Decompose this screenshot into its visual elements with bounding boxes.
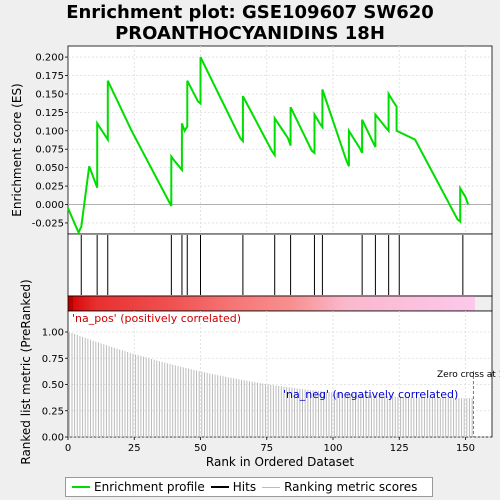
enrichment-profile-line <box>67 56 470 235</box>
es-y-axis-label: Enrichment score (ES) <box>10 83 24 216</box>
negative-correlation-label: 'na_neg' (negatively correlated) <box>283 388 458 401</box>
ranking-y-axis: 0.00 0.25 0.50 0.75 1.00 <box>42 328 68 444</box>
ranking-y-tick-label: 1.00 <box>42 328 64 339</box>
ranking-metric-bars <box>68 332 473 437</box>
es-y-tick-label: 0.050 <box>35 163 64 174</box>
x-tick-label: 25 <box>128 443 141 454</box>
ranking-y-tick-label: 0.25 <box>42 406 64 417</box>
es-y-tick-label: 0.000 <box>35 200 64 211</box>
zero-cross-label: Zero cross at 153 <box>437 370 500 380</box>
es-y-tick-label: 0.100 <box>35 126 64 137</box>
hits-panel <box>67 233 493 297</box>
title-line-2: PROANTHOCYANIDINS 18H <box>115 23 385 44</box>
x-tick-label: 125 <box>390 443 409 454</box>
ranking-y-tick-label: 0.50 <box>42 380 64 391</box>
legend-hits-label: Hits <box>232 480 257 494</box>
legend-ranking-label: Ranking metric scores <box>284 480 418 494</box>
es-y-tick-label: -0.025 <box>32 218 64 229</box>
x-tick-label: 0 <box>65 443 71 454</box>
legend-profile-label: Enrichment profile <box>94 480 205 494</box>
chart-title: Enrichment plot: GSE109607 SW620 PROANTH… <box>0 2 500 44</box>
legend-profile-swatch <box>72 486 90 488</box>
x-axis-label: Rank in Ordered Dataset <box>206 455 354 469</box>
title-line-1: Enrichment plot: GSE109607 SW620 <box>66 2 434 23</box>
ranking-y-axis-label: Ranked list metric (PreRanked) <box>19 279 33 464</box>
positive-correlation-label: 'na_pos' (positively correlated) <box>72 312 241 325</box>
es-y-axis: -0.025 0.000 0.025 0.050 0.075 0.100 0.125 0.15… <box>32 53 68 229</box>
legend-hits-swatch <box>210 486 229 488</box>
legend-item-ranking: Ranking metric scores <box>262 480 417 494</box>
x-tick-label: 100 <box>323 443 342 454</box>
es-y-tick-label: 0.175 <box>35 71 64 82</box>
ranking-x-axis: 0 25 50 75 100 125 150 <box>65 437 475 454</box>
rank-color-bar <box>68 296 475 311</box>
legend: Enrichment profile Hits Ranking metric s… <box>65 477 433 497</box>
legend-item-hits: Hits <box>210 480 257 494</box>
enrichment-panel <box>67 45 493 235</box>
es-y-tick-label: 0.150 <box>35 89 64 100</box>
ranking-y-tick-label: 0.00 <box>42 433 64 444</box>
legend-ranking-swatch <box>262 486 281 488</box>
es-y-tick-label: 0.200 <box>35 53 64 64</box>
es-y-tick-label: 0.075 <box>35 145 64 156</box>
ranking-panel <box>67 310 493 438</box>
legend-item-profile: Enrichment profile <box>72 480 205 494</box>
rank-bar-start <box>68 296 73 311</box>
es-y-tick-label: 0.125 <box>35 108 64 119</box>
es-y-tick-label: 0.025 <box>35 182 64 193</box>
x-tick-label: 50 <box>194 443 207 454</box>
x-tick-label: 75 <box>260 443 273 454</box>
ranking-y-tick-label: 0.75 <box>42 354 64 365</box>
hit-markers <box>80 235 464 295</box>
x-tick-label: 150 <box>456 443 475 454</box>
